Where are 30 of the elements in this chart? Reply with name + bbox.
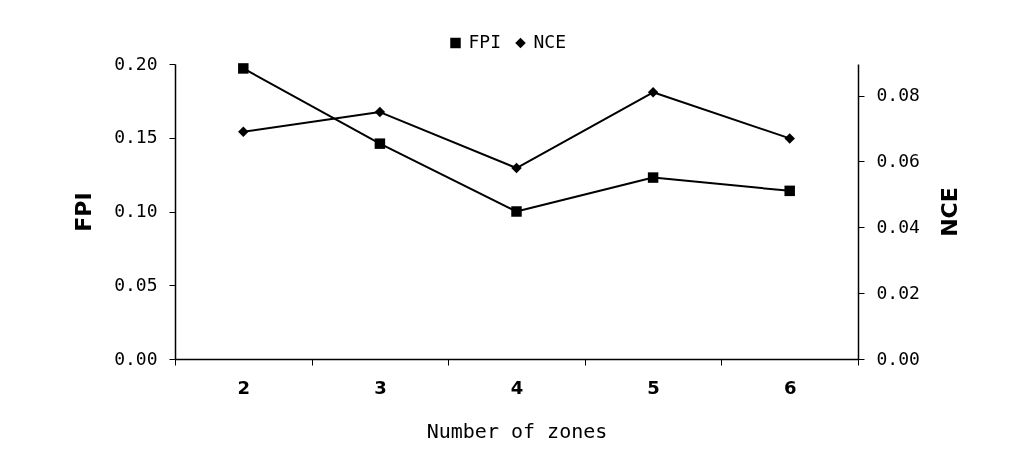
- y-tick-label: 0.05: [114, 273, 158, 295]
- point: [238, 126, 249, 138]
- y2-tick-label: 0.08: [876, 84, 920, 106]
- y2-tick-label: 0.04: [876, 215, 920, 237]
- y-axis-title: FPI: [71, 192, 97, 232]
- x-tick-label: 6: [783, 376, 797, 398]
- y-tick-label: 0.20: [114, 52, 158, 74]
- point: [511, 162, 522, 174]
- y-tick-label: 0.10: [114, 200, 158, 221]
- point: [647, 172, 659, 183]
- point: [511, 206, 522, 217]
- y2-tick-label: 0.00: [876, 347, 920, 369]
- y2-axis-title: NCE: [936, 187, 962, 237]
- x-tick-label: 4: [510, 376, 524, 398]
- x-tick-label: 2: [237, 376, 251, 398]
- x-tick-label: 5: [647, 376, 660, 398]
- y-tick-label: 0.15: [114, 126, 158, 148]
- point: [374, 106, 386, 118]
- point: [784, 185, 795, 197]
- x-axis-title: Number of zones: [426, 418, 608, 443]
- y2-tick-label: 0.06: [876, 149, 920, 171]
- y2-tick-label: 0.02: [876, 281, 920, 303]
- point: [238, 63, 249, 74]
- legend-label: FPI: [468, 31, 502, 52]
- point: [374, 138, 386, 149]
- legend-label: NCE: [533, 31, 567, 52]
- point: [784, 133, 795, 144]
- y-tick-label: 0.00: [114, 347, 158, 369]
- point: [647, 87, 659, 98]
- x-tick-label: 3: [374, 376, 387, 398]
